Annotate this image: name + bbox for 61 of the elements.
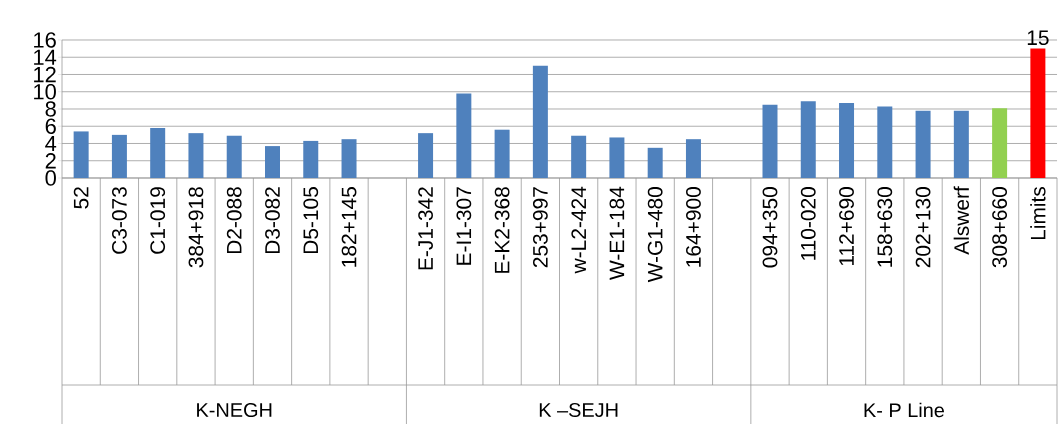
bar	[111, 134, 127, 178]
x-tick-label: E-K2-368	[494, 187, 510, 273]
bar	[1030, 48, 1046, 178]
bar	[685, 139, 701, 178]
x-tick-label: Alswerf	[953, 186, 970, 255]
text: K- P Line	[864, 402, 944, 418]
x-tick-label: 384+918	[188, 187, 204, 268]
data-label: 15	[1027, 30, 1049, 46]
x-tick-label: 308+660	[992, 187, 1008, 268]
x-tick-label: 253+997	[532, 187, 548, 268]
y-tick-label: 2	[45, 153, 56, 169]
y-tick-label: 6	[45, 118, 56, 135]
x-tick-label: D5-105	[303, 187, 319, 254]
x-tick-label: C3-073	[112, 187, 127, 254]
x-tick-label: D2-088	[226, 187, 242, 254]
bar	[800, 101, 816, 178]
x-tick-label: 112+690	[839, 187, 854, 266]
x-tick-label: E-I1-307	[456, 187, 472, 265]
x-tick-label: D3-082	[265, 187, 280, 254]
x-tick-label: 164+900	[686, 187, 701, 267]
bar	[73, 131, 89, 178]
x-tick-label: W-E1-184	[609, 186, 625, 280]
x-tick-label: C1-019	[150, 187, 166, 254]
bar	[418, 133, 434, 178]
bar	[303, 140, 319, 178]
x-tick-label: Limits	[1030, 186, 1046, 240]
y-tick-label: 4	[45, 135, 57, 152]
bar	[188, 133, 204, 178]
bar	[150, 127, 166, 178]
bar	[762, 104, 778, 178]
bar	[494, 129, 510, 178]
x-tick-label: 182+145	[341, 187, 357, 267]
x-tick-label: E-J1-342	[418, 187, 433, 270]
bar	[877, 106, 893, 178]
y-tick-label: 10	[34, 83, 56, 100]
bar	[571, 135, 587, 178]
bar	[992, 108, 1008, 178]
x-tick-label: W-G1-480	[647, 187, 663, 283]
x-tick-label: 094+350	[762, 187, 778, 268]
bar	[609, 137, 625, 178]
x-tick-label: 52	[73, 187, 89, 209]
y-tick-label: 0	[45, 170, 56, 186]
y-tick-label: 8	[45, 101, 56, 117]
bar	[839, 102, 855, 178]
x-tick-label: 110-020	[800, 187, 816, 260]
text: K –SEJH	[539, 402, 618, 418]
bar	[915, 110, 931, 178]
bar	[264, 146, 280, 178]
x-tick-label: 158+630	[877, 187, 893, 267]
text: K-NEGH	[197, 402, 272, 418]
x-tick-label: 202+130	[915, 187, 931, 268]
bar	[532, 65, 548, 178]
y-tick-label: 14	[34, 49, 57, 65]
y-tick-label: 16	[34, 32, 56, 48]
bar	[341, 139, 357, 178]
y-tick-label: 12	[34, 66, 56, 83]
bar	[456, 93, 472, 178]
bar	[226, 135, 242, 178]
x-tick-label: w-L2-424	[571, 186, 586, 274]
bar	[953, 110, 969, 178]
bar	[647, 147, 663, 178]
